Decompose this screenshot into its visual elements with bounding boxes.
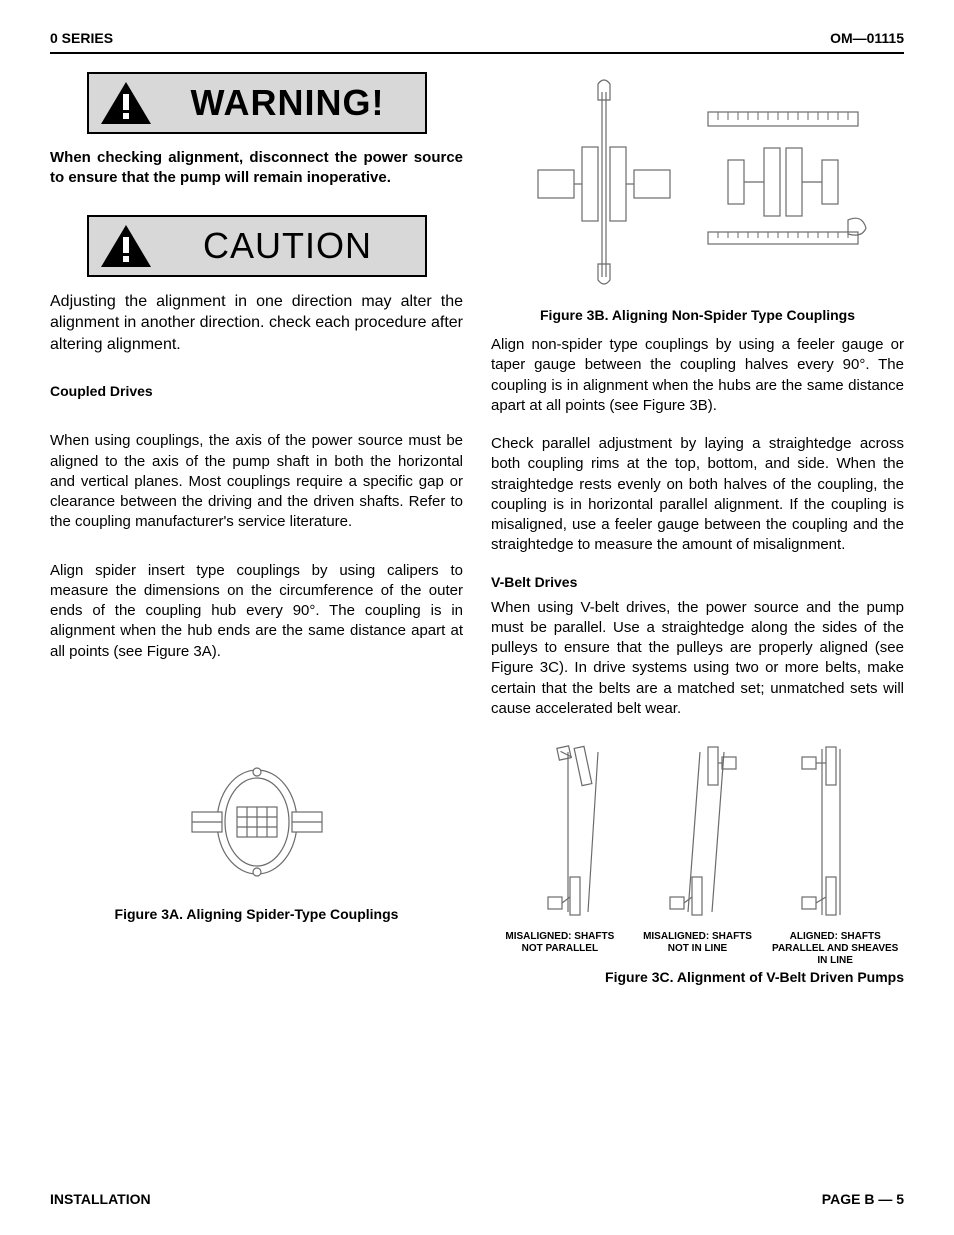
figure-3a: Figure 3A. Aligning Spider-Type Coupling… [50, 762, 463, 922]
page-footer: INSTALLATION PAGE B — 5 [50, 1191, 904, 1207]
figure-3b: Figure 3B. Aligning Non-Spider Type Coup… [491, 72, 904, 323]
coupled-p1: When using couplings, the axis of the po… [50, 431, 463, 532]
belt-labels-row: MISALIGNED: SHAFTS NOT PARALLEL MISALIGN… [491, 931, 904, 967]
figure-3c-caption: Figure 3C. Alignment of V-Belt Driven Pu… [491, 969, 904, 985]
figure-3c-svg [508, 737, 888, 927]
figure-3c: MISALIGNED: SHAFTS NOT PARALLEL MISALIGN… [491, 737, 904, 985]
warning-triangle-icon [99, 80, 153, 126]
belt-label-b: MISALIGNED: SHAFTS NOT IN LINE [629, 931, 767, 967]
header-left: 0 SERIES [50, 30, 113, 46]
header-right: OM—01115 [830, 30, 904, 46]
belt-label-c: ALIGNED: SHAFTS PARALLEL AND SHEAVES IN … [766, 931, 904, 967]
vbelt-p1: When using V-belt drives, the power sour… [491, 598, 904, 720]
belt-label-a: MISALIGNED: SHAFTS NOT PARALLEL [491, 931, 629, 967]
figure-3b-svg [518, 72, 878, 297]
coupled-p2: Align spider insert type couplings by us… [50, 561, 463, 662]
caution-text: Adjusting the alignment in one direction… [50, 291, 463, 356]
content-columns: WARNING! When checking alignment, discon… [50, 72, 904, 985]
figure-3a-caption: Figure 3A. Aligning Spider-Type Coupling… [50, 906, 463, 922]
page-header: 0 SERIES OM—01115 [50, 30, 904, 54]
figure-3a-svg [182, 762, 332, 882]
warning-box: WARNING! [87, 72, 427, 134]
footer-left: INSTALLATION [50, 1191, 151, 1207]
vbelt-heading: V-Belt Drives [491, 574, 904, 590]
right-p2: Check parallel adjustment by laying a st… [491, 434, 904, 556]
warning-text: When checking alignment, disconnect the … [50, 148, 463, 189]
caution-box: CAUTION [87, 215, 427, 277]
right-p1: Align non-spider type couplings by using… [491, 335, 904, 416]
right-column: Figure 3B. Aligning Non-Spider Type Coup… [491, 72, 904, 985]
left-column: WARNING! When checking alignment, discon… [50, 72, 463, 985]
footer-right: PAGE B — 5 [822, 1191, 904, 1207]
warning-label: WARNING! [165, 82, 411, 124]
caution-triangle-icon [99, 223, 153, 269]
coupled-drives-heading: Coupled Drives [50, 383, 463, 399]
caution-label: CAUTION [165, 225, 411, 267]
figure-3b-caption: Figure 3B. Aligning Non-Spider Type Coup… [491, 307, 904, 323]
